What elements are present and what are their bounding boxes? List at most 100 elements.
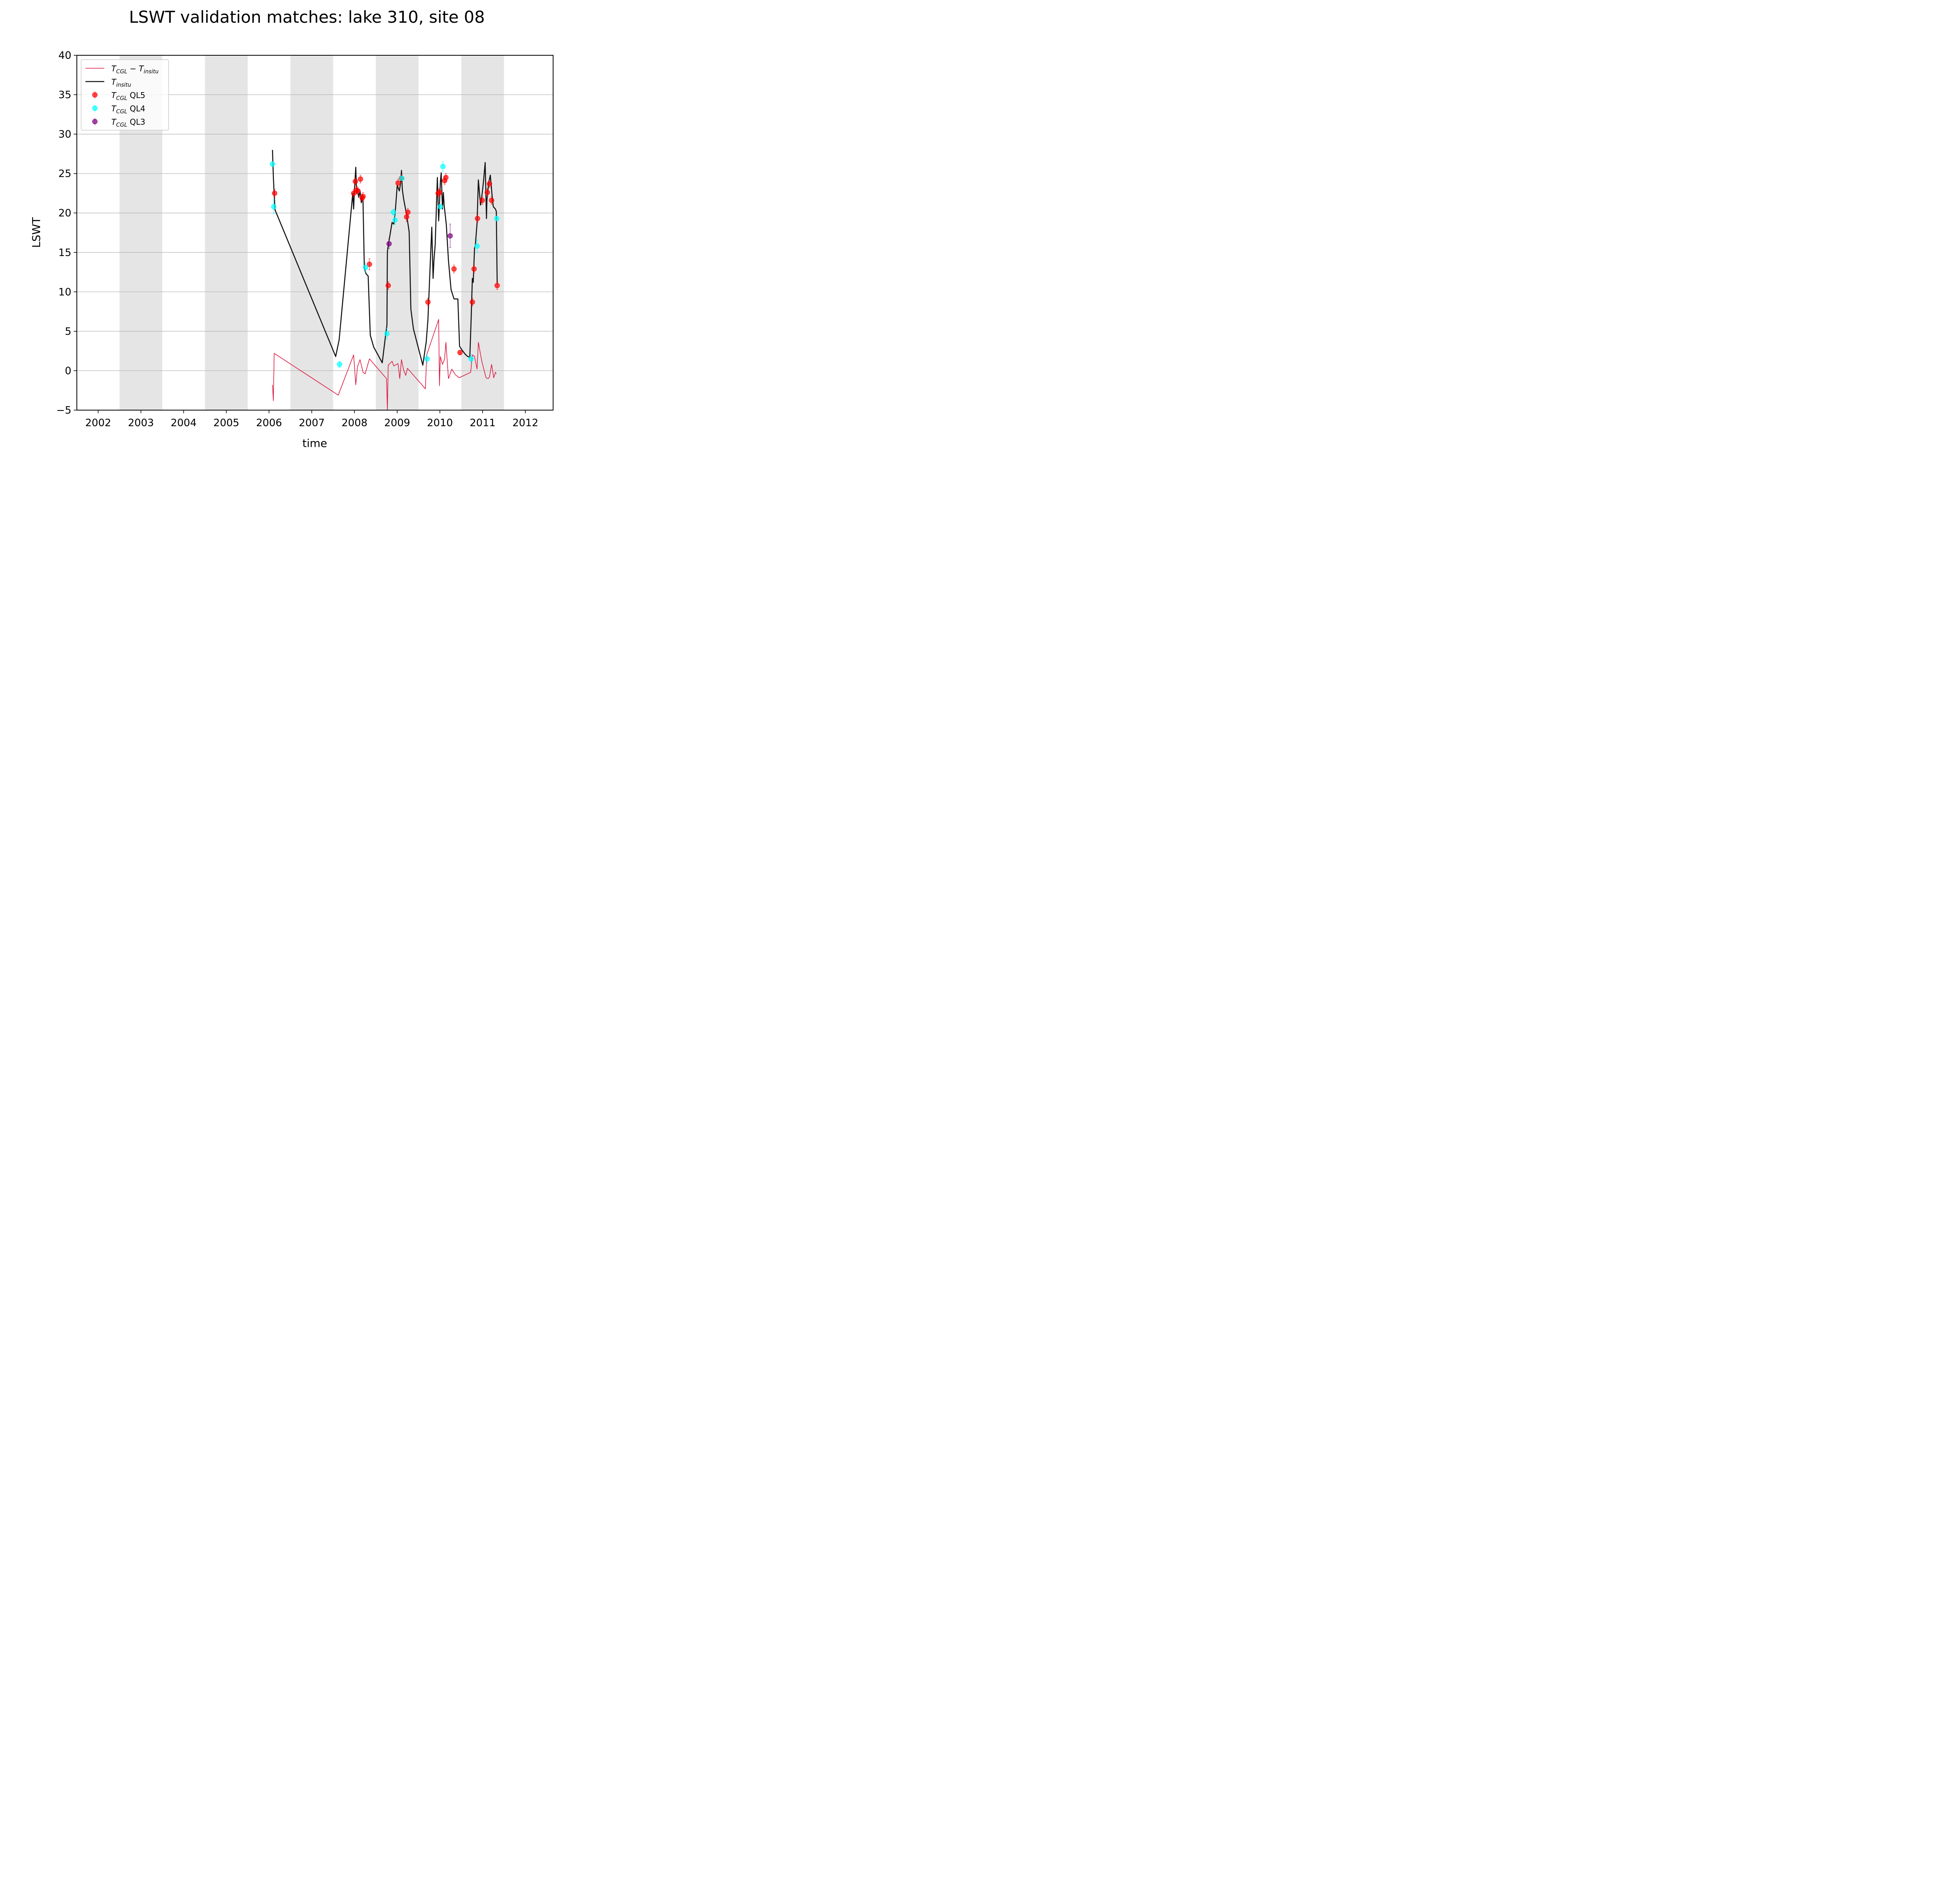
- legend-swatch-marker: [92, 92, 98, 98]
- data-point-ql5: [443, 173, 449, 182]
- point-marker: [468, 356, 474, 362]
- point-marker: [471, 266, 477, 272]
- point-marker: [457, 350, 463, 355]
- legend-swatch-marker: [92, 105, 98, 111]
- data-point-ql4: [363, 262, 368, 272]
- y-tick-label: 35: [58, 89, 71, 101]
- series-points: [270, 161, 500, 368]
- data-point-ql5: [385, 281, 391, 290]
- point-marker: [494, 216, 499, 221]
- data-point-ql4: [392, 215, 398, 225]
- x-tick-label: 2011: [470, 417, 495, 429]
- data-point-ql4: [271, 199, 277, 214]
- legend-label: TCGL − Tinsitu: [111, 64, 159, 75]
- x-tick-label: 2010: [427, 417, 453, 429]
- point-marker: [352, 179, 358, 184]
- chart-svg: LSWT validation matches: lake 310, site …: [30, 7, 554, 450]
- point-marker: [384, 331, 390, 336]
- data-point-ql4: [270, 161, 275, 167]
- data-point-ql4: [337, 361, 342, 368]
- x-tick-label: 2006: [256, 417, 282, 429]
- data-point-ql5: [486, 180, 492, 188]
- legend-item-4: TCGL QL3: [92, 117, 145, 128]
- point-marker: [451, 266, 457, 272]
- point-marker: [443, 175, 449, 180]
- data-point-ql5: [494, 281, 500, 290]
- x-tick-label: 2003: [128, 417, 154, 429]
- data-point-ql5: [457, 350, 463, 355]
- point-marker: [475, 216, 480, 221]
- point-marker: [390, 209, 396, 215]
- point-marker: [363, 265, 368, 270]
- legend-label: TCGL QL5: [111, 91, 145, 102]
- data-point-ql4: [437, 204, 443, 209]
- shaded-band-3: [376, 55, 419, 410]
- point-marker: [272, 191, 278, 196]
- data-point-ql5: [360, 192, 366, 201]
- legend-item-1: Tinsitu: [85, 77, 131, 88]
- x-tick-label: 2004: [171, 417, 196, 429]
- x-tick-label: 2009: [384, 417, 410, 429]
- point-marker: [425, 299, 431, 305]
- y-tick-label: 10: [58, 286, 71, 298]
- legend-swatch-marker: [92, 119, 98, 124]
- point-marker: [360, 194, 366, 199]
- y-tick-label: −5: [56, 405, 71, 416]
- x-axis-label: time: [302, 437, 327, 450]
- y-tick-label: 15: [58, 247, 71, 259]
- y-axis-label: LSWT: [30, 217, 43, 248]
- legend-item-0: TCGL − Tinsitu: [85, 64, 159, 75]
- y-tick-label: 25: [58, 168, 71, 180]
- point-marker: [424, 356, 430, 362]
- data-point-ql4: [390, 209, 396, 216]
- point-marker: [474, 243, 480, 249]
- point-marker: [395, 180, 401, 186]
- plot-frame: [76, 55, 554, 411]
- y-axis: −5 0 5 10 15 20 25 30 35 40: [56, 50, 77, 416]
- legend-label: Tinsitu: [111, 77, 131, 88]
- y-tick-label: 20: [58, 207, 71, 219]
- legend-item-2: TCGL QL5: [92, 91, 145, 102]
- point-marker: [355, 188, 361, 194]
- chart-title: LSWT validation matches: lake 310, site …: [129, 7, 485, 27]
- data-point-ql3: [386, 238, 392, 249]
- data-point-ql4: [424, 354, 430, 364]
- data-point-ql5: [437, 188, 442, 197]
- data-point-ql5: [475, 214, 480, 223]
- x-tick-label: 2005: [213, 417, 239, 429]
- point-marker: [337, 362, 342, 367]
- point-marker: [358, 176, 363, 182]
- data-point-ql4: [440, 161, 446, 172]
- point-marker: [437, 190, 442, 195]
- point-marker: [367, 262, 372, 267]
- point-marker: [271, 204, 277, 209]
- point-marker: [494, 283, 500, 288]
- point-marker: [385, 283, 391, 288]
- data-point-ql5: [471, 265, 477, 273]
- data-point-ql5: [451, 265, 457, 273]
- point-marker: [486, 181, 492, 187]
- data-point-ql5: [352, 177, 358, 186]
- point-marker: [392, 217, 398, 223]
- y-tick-label: 30: [58, 129, 71, 140]
- data-point-ql5: [489, 196, 494, 205]
- data-point-ql5: [395, 179, 401, 187]
- data-point-ql4: [494, 216, 499, 221]
- legend-box: [81, 59, 169, 131]
- legend-items: TCGL − Tinsitu Tinsitu TCGL QL5 TCGL QL4 TCG…: [85, 64, 159, 128]
- data-point-ql5: [351, 189, 356, 198]
- point-marker: [404, 214, 409, 220]
- x-axis: 2002 2003 2004 2005 2006 2007 2008 2009 2010 2011…: [85, 410, 538, 429]
- point-marker: [405, 209, 411, 215]
- point-marker: [399, 176, 405, 181]
- data-point-ql4: [474, 239, 480, 253]
- data-point-ql5: [405, 208, 411, 216]
- point-marker: [386, 241, 392, 247]
- y-tick-label: 0: [65, 365, 71, 377]
- point-marker: [479, 198, 485, 203]
- data-point-ql5: [425, 298, 431, 307]
- x-tick-label: 2002: [85, 417, 111, 429]
- chart-root: LSWT validation matches: lake 310, site …: [0, 0, 606, 454]
- data-point-ql4: [399, 176, 405, 181]
- data-point-ql5: [367, 258, 372, 270]
